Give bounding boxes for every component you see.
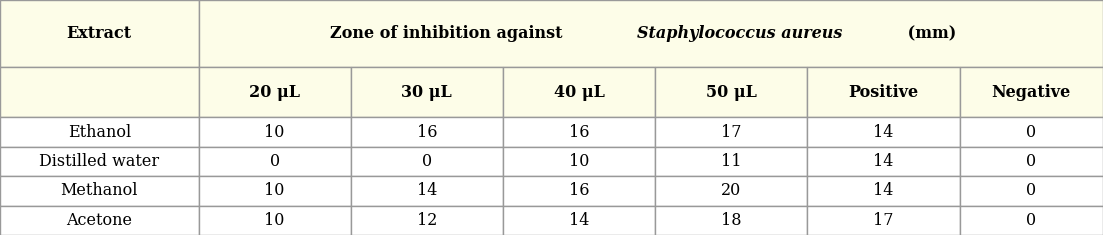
- Bar: [199, 118, 351, 147]
- Bar: [655, 118, 807, 147]
- Text: 14: 14: [569, 212, 589, 229]
- Bar: [807, 206, 960, 235]
- Bar: [807, 147, 960, 176]
- Text: 20 μL: 20 μL: [249, 84, 300, 101]
- Bar: [199, 0, 1103, 67]
- Bar: [351, 176, 503, 206]
- Bar: [0, 206, 199, 235]
- Bar: [0, 118, 199, 147]
- Text: Extract: Extract: [66, 25, 132, 42]
- Text: Positive: Positive: [848, 84, 919, 101]
- Bar: [351, 147, 503, 176]
- Text: 40 μL: 40 μL: [554, 84, 604, 101]
- Bar: [960, 176, 1103, 206]
- Text: 18: 18: [721, 212, 741, 229]
- Bar: [503, 176, 655, 206]
- Bar: [655, 206, 807, 235]
- Bar: [960, 67, 1103, 118]
- Bar: [0, 0, 199, 67]
- Text: 16: 16: [569, 182, 589, 200]
- Bar: [960, 147, 1103, 176]
- Text: 10: 10: [265, 182, 285, 200]
- Text: Negative: Negative: [992, 84, 1071, 101]
- Text: 14: 14: [874, 124, 893, 141]
- Bar: [503, 206, 655, 235]
- Text: 16: 16: [417, 124, 437, 141]
- Text: 17: 17: [721, 124, 741, 141]
- Text: 17: 17: [874, 212, 893, 229]
- Text: Methanol: Methanol: [61, 182, 138, 200]
- Bar: [503, 147, 655, 176]
- Text: 10: 10: [265, 124, 285, 141]
- Bar: [503, 67, 655, 118]
- Bar: [503, 118, 655, 147]
- Text: 12: 12: [417, 212, 437, 229]
- Text: 20: 20: [721, 182, 741, 200]
- Text: 10: 10: [569, 153, 589, 170]
- Bar: [655, 176, 807, 206]
- Bar: [199, 67, 351, 118]
- Text: 30 μL: 30 μL: [401, 84, 452, 101]
- Text: 0: 0: [421, 153, 432, 170]
- Text: 16: 16: [569, 124, 589, 141]
- Text: 50 μL: 50 μL: [706, 84, 757, 101]
- Text: Zone of inhibition against: Zone of inhibition against: [330, 25, 568, 42]
- Text: Distilled water: Distilled water: [40, 153, 159, 170]
- Bar: [0, 67, 199, 118]
- Text: 10: 10: [265, 212, 285, 229]
- Bar: [351, 206, 503, 235]
- Bar: [807, 176, 960, 206]
- Bar: [960, 118, 1103, 147]
- Text: 11: 11: [721, 153, 741, 170]
- Text: 0: 0: [1026, 124, 1037, 141]
- Text: 14: 14: [874, 153, 893, 170]
- Bar: [807, 118, 960, 147]
- Bar: [199, 147, 351, 176]
- Text: 0: 0: [1026, 212, 1037, 229]
- Text: 0: 0: [1026, 182, 1037, 200]
- Text: 0: 0: [269, 153, 280, 170]
- Bar: [0, 147, 199, 176]
- Text: Acetone: Acetone: [66, 212, 132, 229]
- Bar: [199, 206, 351, 235]
- Text: 14: 14: [417, 182, 437, 200]
- Text: 14: 14: [874, 182, 893, 200]
- Bar: [655, 67, 807, 118]
- Bar: [807, 67, 960, 118]
- Bar: [351, 118, 503, 147]
- Bar: [0, 176, 199, 206]
- Text: 0: 0: [1026, 153, 1037, 170]
- Text: (mm): (mm): [902, 25, 956, 42]
- Bar: [199, 176, 351, 206]
- Bar: [351, 67, 503, 118]
- Bar: [960, 206, 1103, 235]
- Text: Staphylococcus aureus: Staphylococcus aureus: [636, 25, 843, 42]
- Text: Ethanol: Ethanol: [67, 124, 131, 141]
- Bar: [655, 147, 807, 176]
